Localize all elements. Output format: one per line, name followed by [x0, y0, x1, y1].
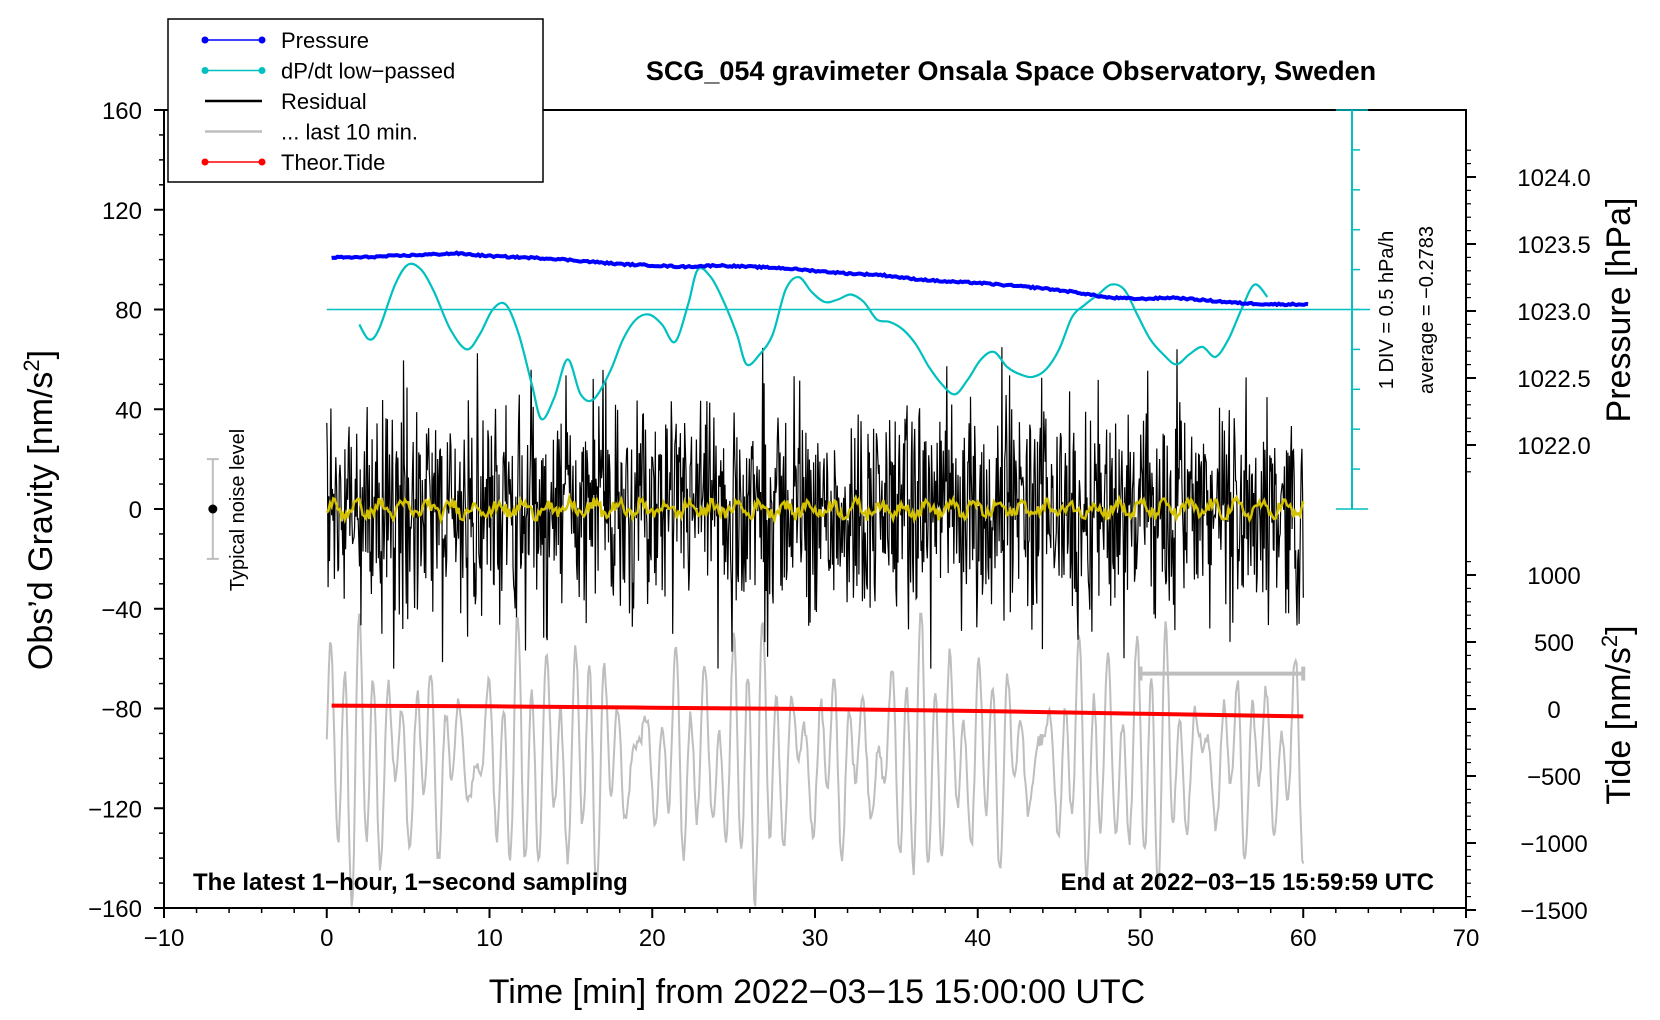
x-tick-label: 40: [964, 925, 991, 952]
legend-marker: [201, 67, 209, 74]
x-tick-label: 0: [320, 925, 333, 952]
pressure-tick-label: 1023.0: [1517, 299, 1590, 326]
legend-label: dP/dt low−passed: [281, 59, 455, 84]
tide-axis-title: Tide [nm/s2]: [1597, 625, 1638, 804]
legend-marker: [258, 36, 266, 44]
y-tick-label: 120: [102, 198, 142, 225]
noise-level-label: Typical noise level: [227, 429, 249, 591]
x-tick-label: 60: [1290, 925, 1317, 952]
legend-label: Theor.Tide: [281, 150, 385, 175]
dpdt-scale-label: 1 DIV = 0.5 hPa/h: [1376, 231, 1398, 389]
y-axis-title: Obs’d Gravity [nm/s2]: [19, 350, 60, 670]
dpdt-line: [358, 262, 1269, 421]
x-tick-label: 50: [1127, 925, 1154, 952]
tide-tick-label: −1000: [1520, 831, 1587, 858]
y-tick-label: 0: [129, 497, 142, 524]
note-right: End at 2022−03−15 15:59:59 UTC: [1060, 869, 1434, 896]
note-left: The latest 1−hour, 1−second sampling: [193, 869, 628, 896]
pressure-axis-title: Pressure [hPa]: [1600, 198, 1638, 423]
pressure-line: [331, 250, 1309, 308]
tide-tick-label: −500: [1527, 764, 1581, 791]
series-layer: [206, 250, 1370, 907]
pressure-tick-label: 1024.0: [1517, 165, 1590, 192]
x-axis-title: Time [min] from 2022−03−15 15:00:00 UTC: [489, 973, 1145, 1011]
axes-layer: −10 0 10 20 30 40 50 60 70 −160 −120 −80 −40 0 40 80 120…: [88, 98, 1591, 952]
legend-label: Residual: [281, 89, 367, 114]
x-tick-label: 30: [802, 925, 829, 952]
legend-label: Pressure: [281, 28, 369, 53]
y-tick-label: −160: [88, 896, 142, 923]
tide-tick-label: 500: [1534, 630, 1574, 657]
noise-level-point: [208, 504, 218, 514]
tide-tick-label: −1500: [1520, 898, 1587, 925]
x-tick-label: −10: [144, 925, 185, 952]
tide-tick-label: 1000: [1527, 563, 1580, 590]
pressure-tick-label: 1022.0: [1517, 433, 1590, 460]
pressure-tick-label: 1023.5: [1517, 232, 1590, 259]
x-tick-label: 70: [1453, 925, 1480, 952]
legend-label: ... last 10 min.: [281, 120, 418, 145]
legend-marker: [258, 158, 266, 166]
legend-marker: [201, 158, 209, 166]
y-tick-label: 80: [115, 298, 142, 325]
dpdt-average-label: average = −0.2783: [1416, 226, 1438, 394]
theor-tide-line: [331, 703, 1304, 719]
legend: Pressure dP/dt low−passed Residual ... last…: [167, 18, 544, 183]
pressure-tick-label: 1022.5: [1517, 366, 1590, 393]
y-tick-label: 160: [102, 98, 142, 125]
x-tick-label: 10: [476, 925, 503, 952]
legend-marker: [201, 36, 209, 44]
y-tick-label: −80: [101, 697, 142, 724]
last-10-min-line: [325, 612, 1305, 907]
residual-lowpass-line: [325, 492, 1305, 525]
y-tick-label: 40: [115, 397, 142, 424]
chart-title: SCG_054 gravimeter Onsala Space Observat…: [646, 56, 1376, 86]
tide-tick-label: 0: [1547, 697, 1560, 724]
legend-marker: [258, 67, 266, 74]
x-tick-label: 20: [639, 925, 666, 952]
y-tick-label: −120: [88, 796, 142, 823]
y-tick-label: −40: [101, 597, 142, 624]
